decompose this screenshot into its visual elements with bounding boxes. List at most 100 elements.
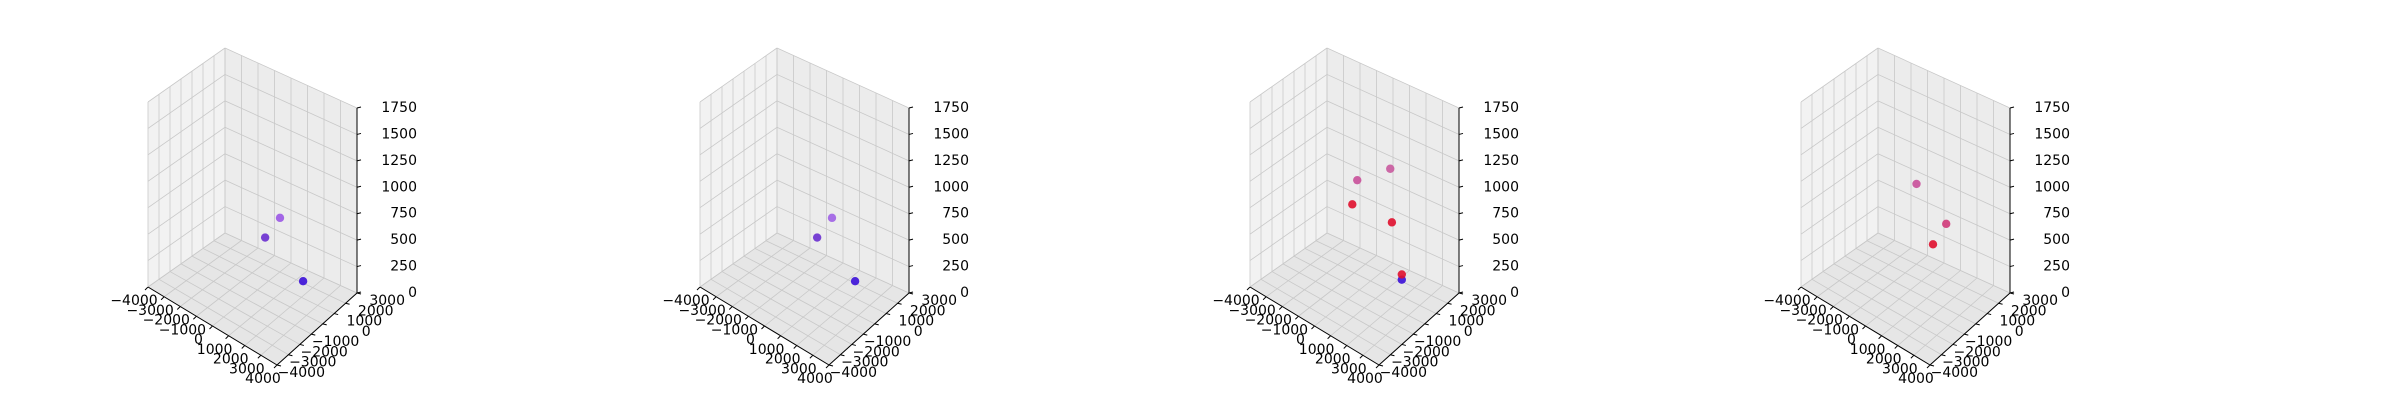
gridline-z-left — [147, 100, 226, 156]
tick-x — [241, 345, 246, 349]
tick-y — [299, 343, 304, 346]
gridline-x-floor — [1849, 255, 1928, 317]
y-tick-label: 2000 — [358, 303, 394, 319]
x-tick-label: 0 — [746, 332, 755, 348]
gridline-z-left — [1800, 179, 1879, 235]
chart-panel: −4000−3000−2000−100001000200030004000−40… — [110, 47, 417, 387]
gridline-z-back — [776, 206, 910, 267]
x-tick-label: −4000 — [662, 293, 709, 309]
gridline-z-left — [1249, 153, 1328, 209]
x-tick-label: −2000 — [695, 313, 742, 329]
tick-x — [273, 364, 278, 369]
gridline-x-floor — [1330, 270, 1410, 337]
tick-x — [1262, 296, 1267, 301]
tick-x — [176, 306, 181, 310]
y-tick-label: −4000 — [1931, 365, 1978, 381]
y-tick-label: −4000 — [278, 365, 325, 381]
gridline-x-floor — [715, 240, 794, 298]
y-tick-label: 3000 — [921, 293, 957, 309]
gridline-y-floor — [765, 240, 898, 304]
y-tick-label: −1000 — [864, 334, 911, 350]
gridline-z-back — [224, 100, 358, 162]
tick-z — [908, 185, 914, 188]
gridline-z-back — [1877, 100, 2011, 162]
gridline-x-floor — [180, 247, 259, 307]
tick-y — [334, 313, 339, 316]
z-tick-label: 0 — [1510, 285, 1519, 301]
x-tick-label: 0 — [194, 332, 203, 348]
gridline-y-floor — [1866, 240, 1999, 304]
tick-x — [761, 325, 765, 330]
gridline-x-floor — [228, 270, 308, 337]
x-tick-label: −1000 — [1261, 322, 1308, 338]
tick-z — [2009, 291, 2015, 294]
tick-x — [1894, 345, 1899, 349]
gridline-z-back — [224, 206, 358, 267]
x-tick-label: 4000 — [797, 371, 833, 387]
x-axis-line — [699, 286, 830, 366]
gridline-z-left — [699, 153, 778, 209]
y-tick-label: 3000 — [2022, 293, 2058, 309]
y-tick-label: −2000 — [300, 344, 347, 360]
gridline-z-left — [1249, 206, 1328, 261]
tick-z — [356, 106, 362, 109]
gridline-z-left — [699, 206, 778, 261]
x-axis-line — [147, 286, 278, 366]
gridline-z-back — [1326, 47, 1460, 109]
gridline-z-left — [699, 100, 778, 156]
y-axis-line — [1378, 292, 1460, 366]
x-tick-label: 0 — [1847, 332, 1856, 348]
gridline-x-floor — [1897, 277, 1978, 346]
z-tick-label: 1500 — [1483, 126, 1519, 142]
x-tick-label: 3000 — [1882, 361, 1918, 377]
gridline-z-back — [1326, 100, 1460, 162]
x-tick-label: −1000 — [1812, 322, 1859, 338]
gridline-z-back — [224, 126, 358, 188]
x-tick-label: −3000 — [1228, 303, 1275, 319]
tick-z — [2009, 265, 2015, 268]
gridline-x-floor — [1833, 247, 1912, 307]
y-tick-label: −3000 — [841, 355, 888, 371]
gridline-x-floor — [796, 277, 877, 346]
z-tick-label: 750 — [942, 206, 969, 222]
gridline-z-left — [147, 74, 226, 129]
x-tick-label: −2000 — [1245, 313, 1292, 329]
gridline-x-floor — [812, 285, 893, 356]
tick-y — [1424, 323, 1429, 326]
tick-z — [2009, 132, 2015, 135]
tick-x — [712, 296, 717, 301]
gridline-z-left — [1249, 47, 1328, 103]
x-tick-label: 2000 — [1315, 352, 1351, 368]
x-tick-label: −2000 — [143, 313, 190, 329]
gridline-x-floor — [163, 240, 242, 298]
z-tick-label: 750 — [390, 206, 417, 222]
z-tick-label: 500 — [942, 232, 969, 248]
gridline-x-floor — [1314, 262, 1394, 327]
gridline-z-left — [147, 126, 226, 182]
y-tick-label: 2000 — [1460, 303, 1496, 319]
tick-y — [1390, 354, 1395, 357]
tick-z — [908, 159, 914, 162]
x-tick-label: 2000 — [765, 352, 801, 368]
z-tick-label: 500 — [2043, 232, 2070, 248]
x-tick-label: −1000 — [711, 322, 758, 338]
y-tick-label: 1000 — [899, 314, 935, 330]
tick-z — [356, 132, 362, 135]
data-point — [1348, 200, 1357, 209]
data-point — [1912, 179, 1921, 189]
gridline-y-floor — [732, 263, 864, 335]
gridline-y-floor — [1811, 278, 1942, 356]
gridline-z-left — [699, 74, 778, 129]
tick-z — [908, 291, 914, 294]
y-tick-label: −1000 — [312, 334, 359, 350]
tick-x — [1278, 306, 1283, 310]
x-tick-label: 2000 — [1866, 352, 1902, 368]
tick-x — [1311, 325, 1315, 330]
tick-z — [908, 132, 914, 135]
y-tick-label: 3000 — [1471, 293, 1507, 309]
gridline-x-floor — [1881, 270, 1961, 337]
gridline-y-floor — [743, 255, 875, 325]
gridline-z-back — [1326, 126, 1460, 188]
gridline-y-floor — [180, 263, 312, 335]
gridline-y-floor — [191, 255, 323, 325]
